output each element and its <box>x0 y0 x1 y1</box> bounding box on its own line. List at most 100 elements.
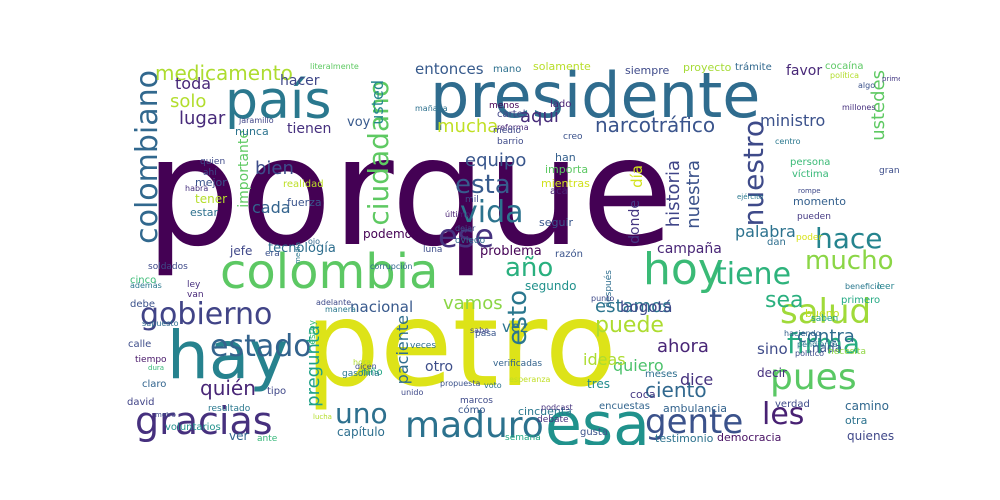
word-aquí: aquí <box>520 106 559 127</box>
word-dejar: dejar <box>455 224 476 233</box>
word-ahora: ahora <box>657 336 709 357</box>
word-quién: quién <box>200 376 256 400</box>
word-petro: petro <box>305 275 617 413</box>
word-democracia: democracia <box>717 431 782 444</box>
word-salud: salud <box>780 292 872 332</box>
word-algo: algo <box>858 81 876 90</box>
word-oviedo: oviedo <box>455 236 486 246</box>
word-manera: manera <box>325 305 356 314</box>
word-campaña: campaña <box>657 241 722 257</box>
word-ambulancia: ambulancia <box>663 402 728 415</box>
word-han: han <box>555 151 576 164</box>
word-vida: vida <box>460 195 524 230</box>
word-centro: centro <box>775 137 801 146</box>
word-pues: pues <box>770 357 857 398</box>
word-voy: voy <box>347 115 371 130</box>
word-quien: quien <box>200 157 226 167</box>
word-colombiano: colombiano <box>130 70 165 244</box>
word-tener: tener <box>195 192 228 206</box>
word-ejército: ejército <box>737 193 764 201</box>
word-nacional: nacional <box>350 298 414 316</box>
word-pueden: pueden <box>797 212 831 222</box>
word-media: media <box>294 242 302 264</box>
word-reforma: reforma <box>497 123 529 132</box>
word-bien: bien <box>255 158 294 179</box>
word-dice: dice <box>680 370 714 389</box>
word-ojo: ojo <box>308 237 321 246</box>
word-estamos: estamos <box>595 296 672 317</box>
word-paciente: paciente <box>393 315 412 385</box>
word-david: david <box>127 397 155 408</box>
word-hacer: hacer <box>280 73 320 89</box>
word-firma: firma <box>787 327 861 360</box>
word-hoy: hoy <box>643 244 724 295</box>
word-unido: unido <box>401 388 424 397</box>
word-mejor: mejor <box>195 176 227 189</box>
word-poder: poder <box>796 233 823 243</box>
word-nuestro: nuestro <box>737 120 770 227</box>
word-primer: primer <box>882 75 900 83</box>
word-necesita: necesita <box>828 347 866 357</box>
word-gasolina: gasolina <box>342 369 380 379</box>
word-ciento: ciento <box>645 378 707 402</box>
word-estoy: estoy <box>308 320 318 345</box>
word-tres: tres <box>587 377 611 391</box>
word-luna: luna <box>423 245 443 255</box>
word-realidad: realidad <box>283 179 324 190</box>
word-persona: persona <box>790 157 831 168</box>
word-dura: dura <box>148 364 165 372</box>
word-encuestas: encuestas <box>599 401 650 412</box>
word-menos: menos <box>489 101 520 111</box>
word-mil: mil <box>465 195 479 205</box>
word-cómo: cómo <box>458 405 486 416</box>
word-ahí: ahí <box>203 168 217 178</box>
word-último: último <box>445 210 471 219</box>
word-metro: metro <box>155 411 176 419</box>
word-maduro: maduro <box>405 405 544 445</box>
word-saben: saben <box>811 314 839 324</box>
word-ver: ver <box>229 429 249 443</box>
word-sino: sino <box>757 340 788 358</box>
word-además: además <box>130 281 162 290</box>
word-ministro: ministro <box>760 111 826 130</box>
word-mañana: mañana <box>415 104 448 113</box>
word-van: van <box>187 290 204 300</box>
word-leer: leer <box>877 282 895 292</box>
word-proyecto: proyecto <box>683 61 732 74</box>
word-entonces: entonces <box>415 60 484 78</box>
word-ideas: ideas <box>583 350 626 369</box>
word-política: política <box>830 71 860 80</box>
word-nuestra: nuestra <box>683 160 704 229</box>
word-bueno: bueno <box>805 307 840 320</box>
word-cincuenta: cincuenta <box>518 405 572 418</box>
word-esperanza: esperanza <box>509 375 551 384</box>
word-gracias: gracias <box>135 399 273 443</box>
word-ese: ese <box>438 217 495 255</box>
word-creo: creo <box>563 132 583 142</box>
word-palabra: palabra <box>735 222 796 241</box>
word-les: les <box>762 397 805 432</box>
word-millones: millones <box>842 103 876 112</box>
word-resultado: resultado <box>208 404 251 414</box>
word-adelante: adelante <box>316 298 352 307</box>
word-importante: importante <box>236 130 252 208</box>
word-rompe: rompe <box>798 187 821 195</box>
word-barrio: barrio <box>497 137 524 147</box>
word-haciendo: haciendo <box>784 329 821 338</box>
word-favor: favor <box>786 63 823 79</box>
word-cloud: porque petro presidente colombia país hay esa h… <box>125 60 900 445</box>
word-claro: claro <box>142 379 167 390</box>
word-supuesto: supuesto <box>142 319 179 328</box>
word-acá: acá <box>550 186 568 197</box>
word-año: año <box>505 253 554 283</box>
word-medio: medio <box>493 126 522 136</box>
word-podemos: podemos <box>363 227 419 241</box>
word-dan: dan <box>767 237 786 248</box>
word-voluntarios: voluntarios <box>165 422 221 433</box>
word-mano: mano <box>493 64 522 75</box>
word-soldados: soldados <box>148 262 188 272</box>
word-medicamento: medicamento <box>155 61 293 85</box>
word-cada: cada <box>252 198 291 217</box>
word-habrá: habrá <box>185 184 209 193</box>
word-toda: toda <box>175 74 212 93</box>
